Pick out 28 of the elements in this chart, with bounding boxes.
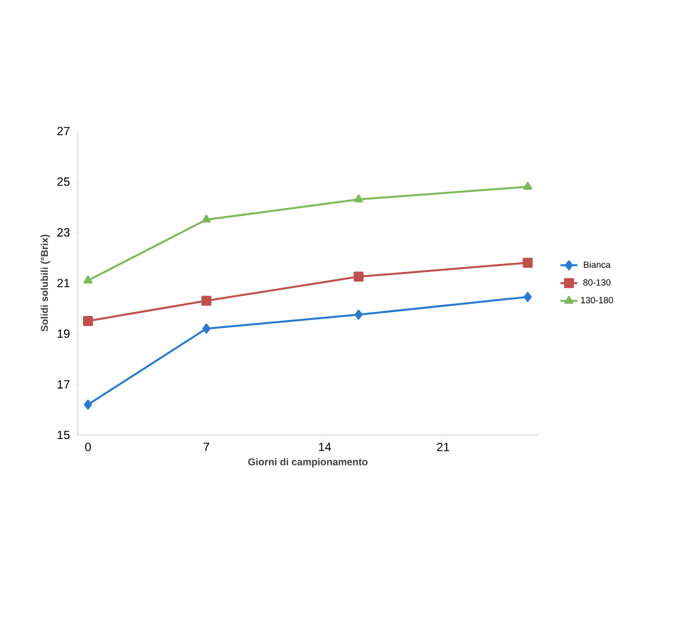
point	[202, 214, 211, 223]
point	[84, 275, 92, 284]
y-tick-label: 23	[57, 228, 70, 237]
legend-label: Bianca	[584, 261, 611, 268]
point	[84, 400, 92, 410]
point	[523, 182, 532, 190]
point	[83, 316, 93, 326]
point	[202, 324, 210, 334]
y-tick-label: 17	[58, 380, 70, 388]
y-tick-label: 19	[58, 329, 70, 338]
legend-label: 80-130	[583, 279, 610, 286]
y-axis-title: Solidi solubili (°Brix)	[40, 234, 50, 332]
legend-label: 130-180	[581, 296, 613, 304]
x-tick-label: 7	[204, 442, 210, 451]
point	[354, 310, 363, 320]
y-tick-label: 15	[58, 430, 70, 440]
x-axis-title: Giorni di campionamento	[248, 458, 368, 468]
x-tick-label: 21	[437, 442, 450, 452]
x-tick-label: 14	[319, 442, 332, 451]
point	[524, 292, 532, 302]
point	[354, 272, 364, 282]
point	[354, 194, 364, 202]
y-tick-label: 27	[57, 126, 70, 136]
x-tick-label: 0	[85, 442, 91, 452]
point	[201, 296, 212, 306]
point	[522, 258, 533, 268]
y-tick-label: 21	[57, 278, 70, 288]
y-tick-label: 25	[57, 177, 70, 186]
